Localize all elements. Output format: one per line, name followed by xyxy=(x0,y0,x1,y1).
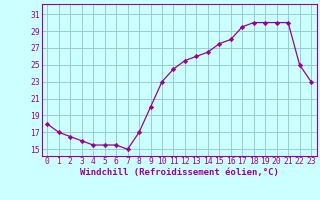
X-axis label: Windchill (Refroidissement éolien,°C): Windchill (Refroidissement éolien,°C) xyxy=(80,168,279,177)
